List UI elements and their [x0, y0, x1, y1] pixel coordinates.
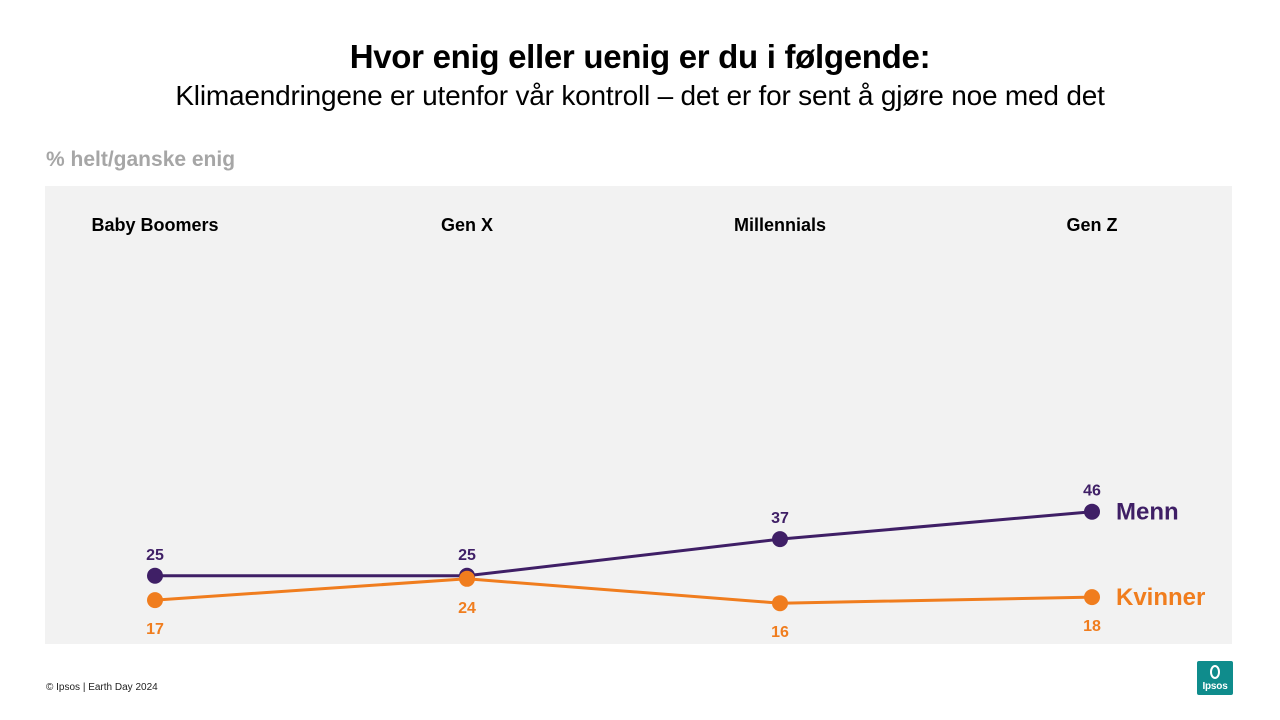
ipsos-logo: Ipsos: [1197, 661, 1233, 695]
data-label: 37: [771, 510, 789, 527]
series-line-menn: [155, 510, 1093, 578]
chart-title: Hvor enig eller uenig er du i følgende:: [349, 38, 931, 75]
logo-mark-icon: [1210, 665, 1220, 679]
logo-text: Ipsos: [1202, 681, 1228, 692]
data-label: 46: [1083, 483, 1101, 500]
line-chart: Baby Boomers Gen X Millennials Gen Z 25 25 37 4…: [91, 215, 1205, 641]
series-label-kvinner: Kvinner: [1116, 584, 1205, 611]
data-label: 24: [458, 600, 476, 617]
data-point: [147, 567, 163, 584]
data-label: 25: [146, 547, 164, 564]
data-label: 18: [1083, 618, 1101, 635]
data-point: [459, 570, 475, 587]
data-point: [772, 531, 788, 548]
series-line-kvinner: [154, 577, 1093, 605]
data-point: [1084, 589, 1100, 606]
chart-subtitle: Klimaendringene er utenfor vår kontroll …: [175, 80, 1105, 111]
chart-panel: Baby Boomers Gen X Millennials Gen Z 25 25 37 4…: [45, 186, 1232, 644]
series-label-menn: Menn: [1116, 499, 1179, 526]
category-label: Baby Boomers: [91, 215, 218, 235]
data-point: [147, 592, 163, 609]
category-label: Millennials: [734, 215, 826, 235]
data-point: [772, 595, 788, 612]
data-label: 25: [458, 547, 476, 564]
source-footer: © Ipsos | Earth Day 2024: [46, 682, 158, 693]
data-label: 17: [146, 621, 164, 638]
data-point: [1084, 503, 1100, 520]
data-label: 16: [771, 624, 789, 641]
category-label: Gen Z: [1066, 215, 1117, 235]
unit-label: % helt/ganske enig: [46, 148, 236, 171]
category-label: Gen X: [441, 215, 493, 235]
